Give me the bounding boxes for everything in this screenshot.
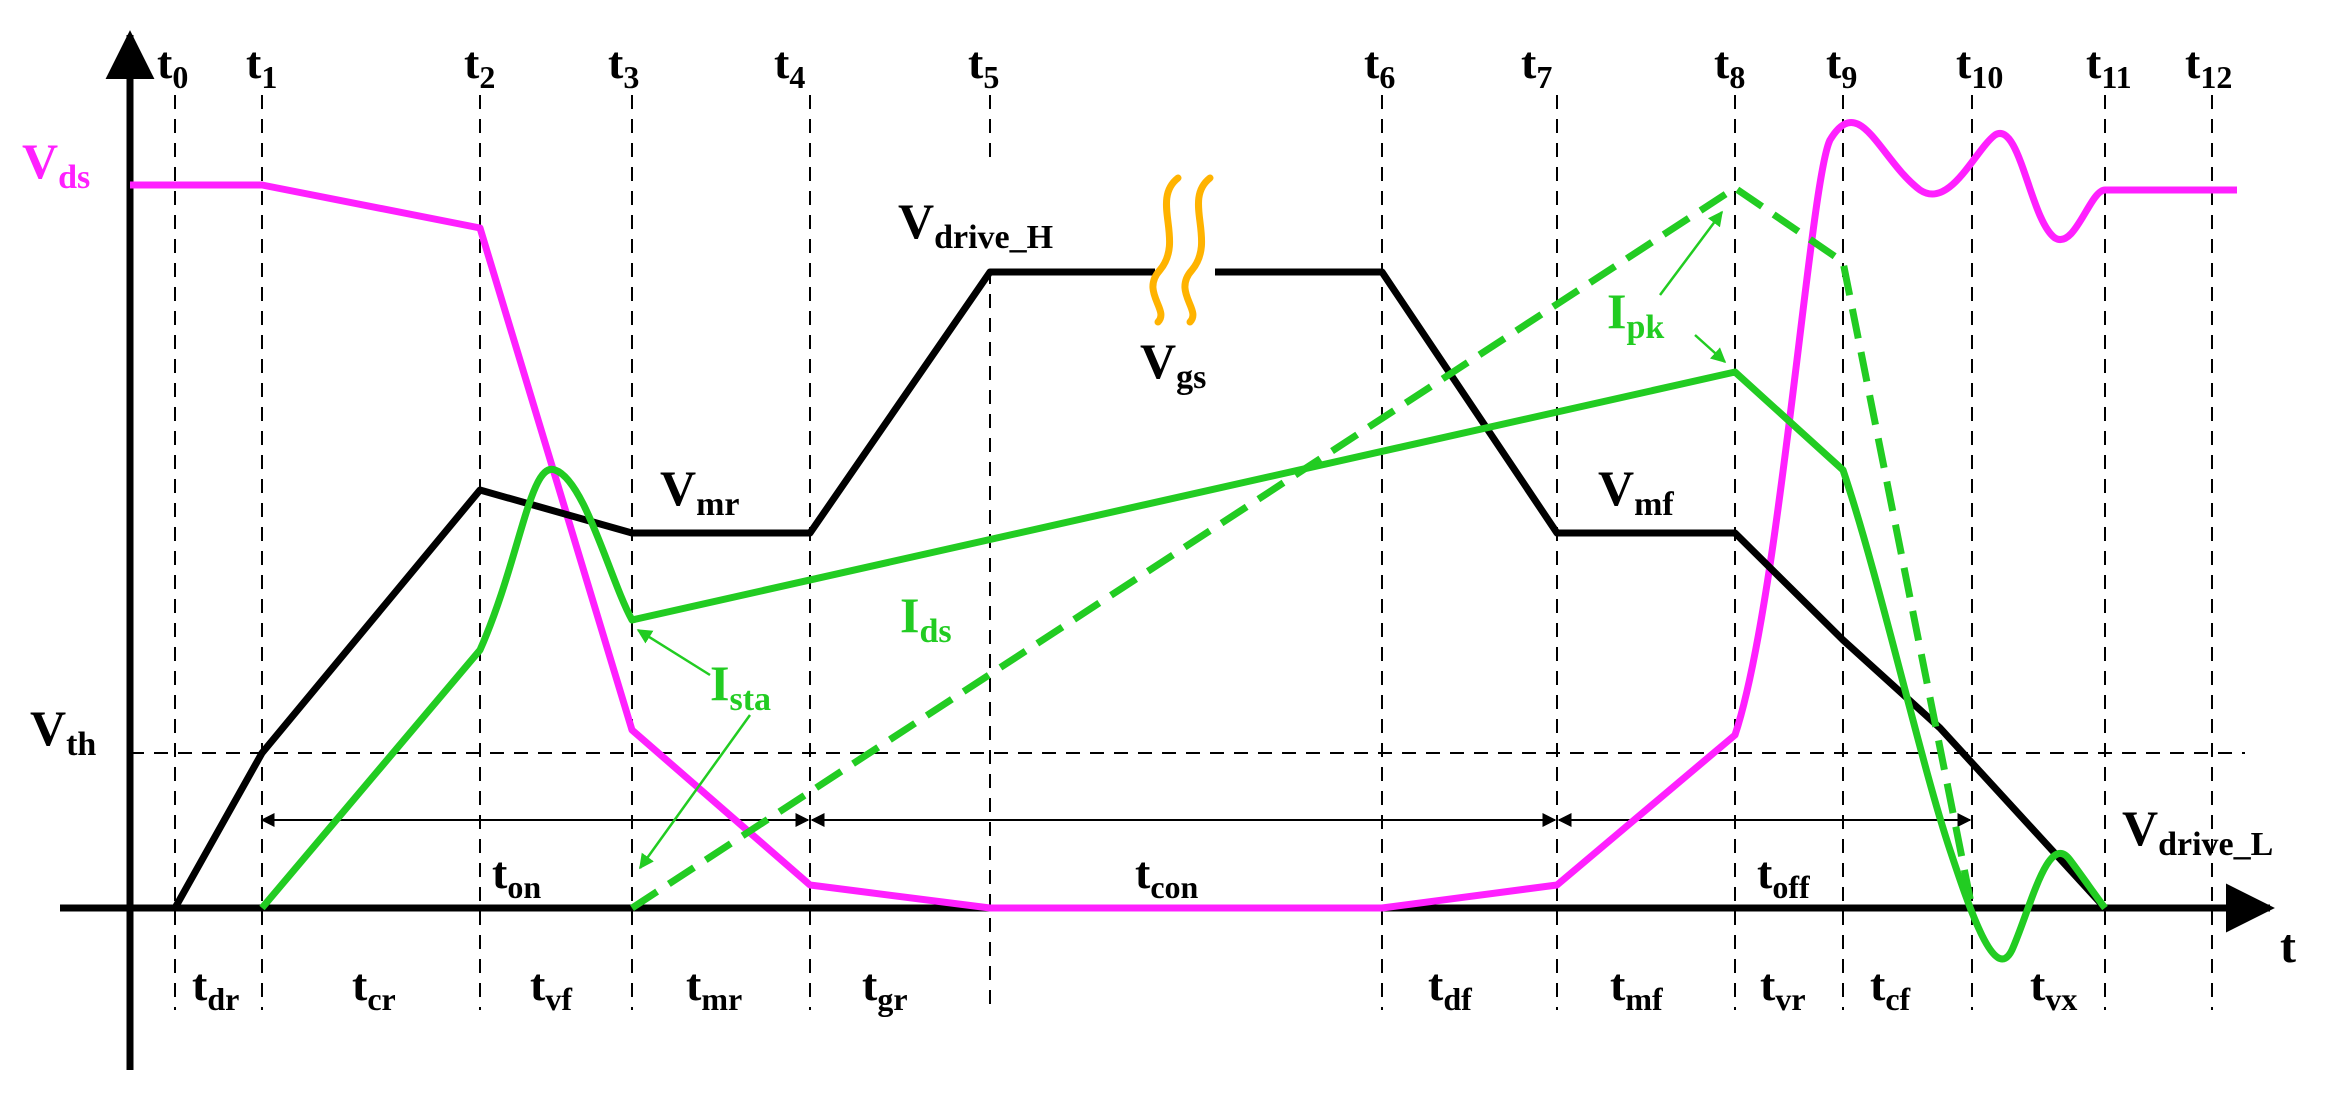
vds-label: Vds — [22, 133, 90, 196]
ids-label: Ids — [900, 587, 952, 650]
ipk-label: Ipk — [1607, 283, 1664, 346]
vth-label: Vth — [30, 700, 96, 763]
span-label-ton: ton — [492, 847, 541, 905]
break-squiggle-icon — [1149, 174, 1214, 326]
span-labels: ton tcon toff — [492, 847, 1810, 905]
interval-label-tdr: tdr — [192, 959, 239, 1017]
interval-labels: tdr tcr tvf tmr tgr tdf tmf tvr tcf tvx — [192, 959, 2077, 1017]
interval-label-tvx: tvx — [2030, 959, 2077, 1017]
time-labels: t0 t1 t2 t3 t4 t5 t6 t7 t8 t9 t10 t11 t1… — [157, 37, 2232, 95]
ipk-pointer-right — [1694, 334, 1727, 364]
time-label-t8: t8 — [1714, 37, 1745, 95]
span-label-toff: toff — [1757, 847, 1810, 905]
x-axis-label: t — [2280, 920, 2296, 973]
vmf-label: Vmf — [1598, 460, 1674, 523]
time-label-t11: t11 — [2086, 37, 2132, 95]
interval-label-tvr: tvr — [1760, 959, 1806, 1017]
ista-pointer-down — [638, 714, 752, 870]
time-label-t1: t1 — [246, 37, 277, 95]
time-label-t0: t0 — [157, 37, 188, 95]
time-label-t5: t5 — [968, 37, 999, 95]
interval-label-tgr: tgr — [862, 959, 908, 1017]
vgs-waveform — [171, 268, 1155, 910]
interval-label-tcr: tcr — [352, 959, 396, 1017]
ista-label: Ista — [710, 655, 771, 718]
pointer-arrows — [636, 210, 1727, 870]
time-label-t6: t6 — [1364, 37, 1395, 95]
vgs-waveform-cont — [1215, 268, 2108, 911]
interval-label-tmr: tmr — [686, 959, 742, 1017]
time-label-t12: t12 — [2185, 37, 2232, 95]
interval-label-tdf: tdf — [1428, 959, 1472, 1017]
vds-waveform — [130, 119, 2237, 912]
ista-pointer-up — [636, 628, 711, 677]
ipk-pointer-up — [1658, 210, 1724, 296]
time-label-t10: t10 — [1956, 37, 2003, 95]
vgs-label: Vgs — [1140, 333, 1206, 396]
vdrive-h-label: Vdrive_H — [898, 193, 1053, 256]
time-label-t9: t9 — [1826, 37, 1857, 95]
span-label-tcon: tcon — [1135, 847, 1199, 905]
time-label-t4: t4 — [774, 37, 805, 95]
interval-label-tmf: tmf — [1610, 959, 1663, 1017]
time-label-t3: t3 — [608, 37, 639, 95]
ids-waveform — [259, 368, 2108, 963]
time-label-t2: t2 — [464, 37, 495, 95]
ipk-dashed-waveform — [630, 184, 1976, 911]
time-label-t7: t7 — [1521, 37, 1552, 95]
interval-label-tcf: tcf — [1870, 959, 1911, 1017]
vmr-label: Vmr — [660, 460, 740, 523]
interval-label-tvf: tvf — [530, 959, 572, 1017]
time-gridlines — [174, 95, 2213, 1010]
vdrive-l-label: Vdrive_L — [2122, 800, 2273, 863]
